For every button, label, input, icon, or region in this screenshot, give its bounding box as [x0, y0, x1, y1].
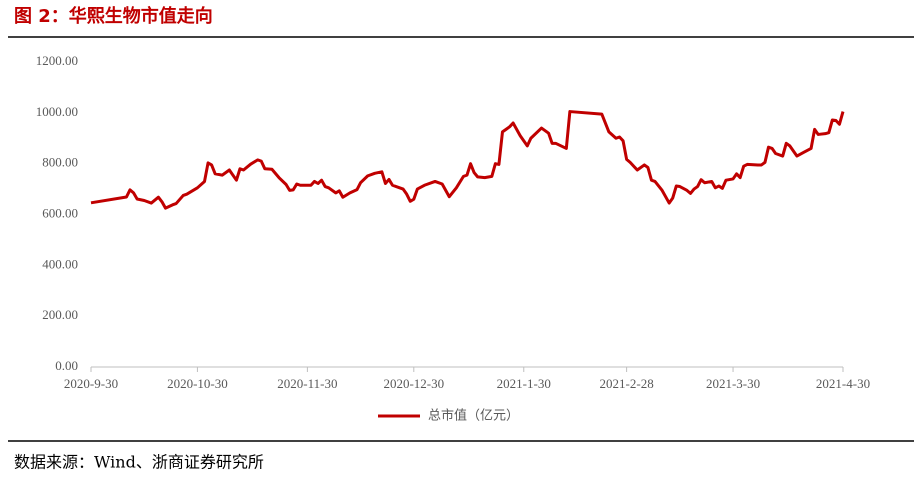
x-tick-label: 2020-11-30 [277, 376, 337, 391]
y-tick-label: 600.00 [42, 205, 78, 220]
legend-label: 总市值（亿元） [428, 408, 519, 424]
y-tick-label: 800.00 [42, 155, 78, 170]
chart-title: 图 2：华熙生物市值走向 [14, 5, 213, 27]
data-line [90, 110, 845, 210]
x-tick-label: 2020-12-30 [383, 376, 444, 391]
x-tick-label: 2020-10-30 [167, 376, 228, 391]
y-tick-label: 0.00 [55, 358, 78, 373]
x-tick-label: 2021-4-30 [816, 376, 870, 391]
y-tick-label: 200.00 [42, 307, 78, 322]
x-tick-label: 2021-1-30 [497, 376, 551, 391]
x-tick-label: 2021-3-30 [706, 376, 760, 391]
y-tick-label: 1200.00 [36, 53, 78, 68]
x-tick-label: 2021-2-28 [600, 376, 654, 391]
y-tick-label: 400.00 [42, 256, 78, 271]
x-tick-label: 2020-9-30 [64, 376, 118, 391]
source-note: 数据来源：Wind、浙商证券研究所 [14, 453, 264, 472]
y-tick-label: 1000.00 [36, 104, 78, 119]
